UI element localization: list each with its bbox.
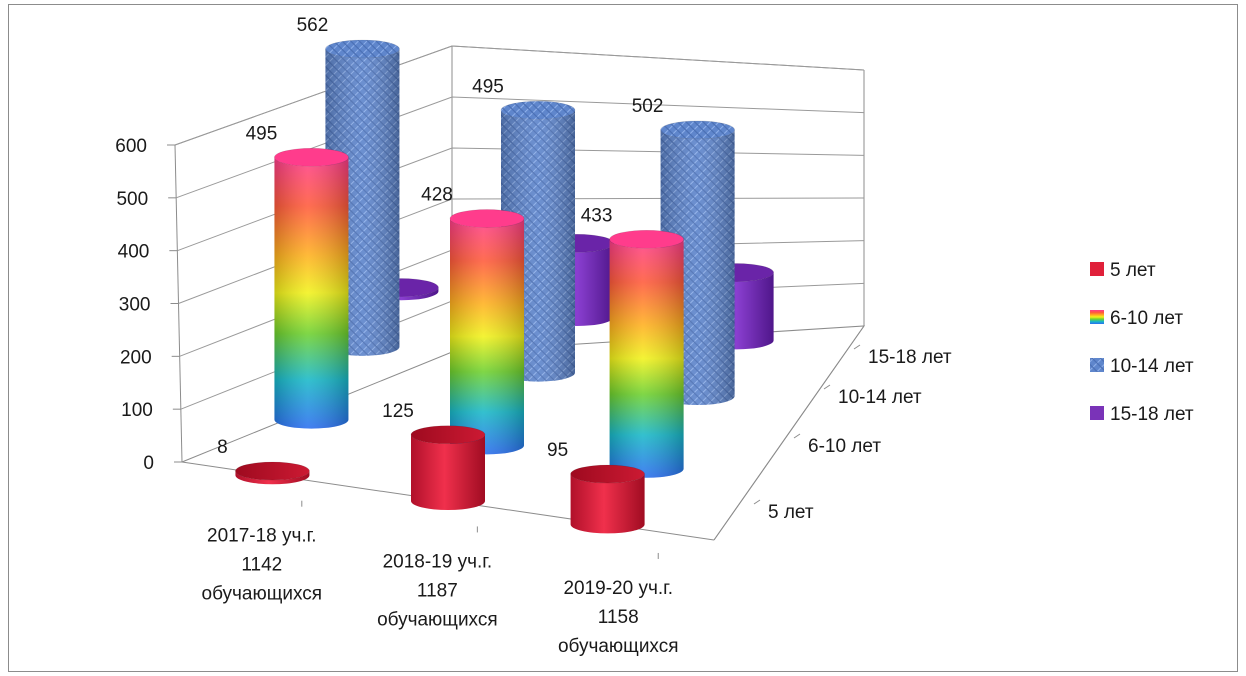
- y-tick-label: 400: [118, 242, 150, 263]
- cylinder-side: [411, 434, 485, 510]
- cylinder-shade: [450, 218, 524, 455]
- cylinder-side: [570, 474, 645, 534]
- legend: 5 лет 6-10 лет 10-14 лет 15-18 лет: [1090, 260, 1194, 425]
- depth-category-label: 5 лет: [768, 502, 814, 523]
- cylinder-shade: [609, 239, 684, 478]
- cylinder-bars: 7139128562495502495428433812595: [217, 15, 774, 534]
- legend-label: 10-14 лет: [1110, 356, 1194, 377]
- depth-category-label: 15-18 лет: [868, 347, 952, 368]
- x-category-label: 1142: [241, 555, 282, 576]
- x-category-label: 2018-19 уч.г.: [383, 551, 493, 572]
- x-axis-categories: 2017-18 уч.г. 1142 обучающихся 2018-19 уч.г…: [202, 500, 679, 657]
- y-tick-label: 300: [119, 295, 151, 316]
- y-axis-ticks: 0 100 200 300 400 500 600: [115, 136, 182, 474]
- cylinder-side: [235, 471, 310, 485]
- depth-tick-mark: [753, 499, 761, 505]
- depth-tick-mark: [853, 344, 861, 350]
- gridline: [174, 45, 865, 146]
- depth-tick-mark: [823, 384, 831, 390]
- legend-swatch: [1090, 310, 1104, 324]
- x-category-label: обучающихся: [202, 584, 323, 605]
- legend-label: 5 лет: [1110, 260, 1156, 281]
- legend-swatch: [1090, 262, 1104, 276]
- legend-swatch: [1090, 358, 1104, 372]
- y-tick-label: 100: [121, 400, 153, 421]
- cylinder-top: [274, 147, 349, 167]
- x-category-label: обучающихся: [377, 609, 498, 630]
- data-label: 428: [421, 185, 453, 206]
- y-tick-label: 500: [116, 189, 148, 210]
- data-label: 495: [246, 123, 278, 144]
- gridline: [175, 96, 865, 199]
- cylinder-top: [235, 461, 310, 481]
- legend-label: 15-18 лет: [1110, 404, 1194, 425]
- depth-axis-categories: 5 лет 6-10 лет 10-14 лет 15-18 лет: [753, 344, 952, 523]
- y-tick-label: 600: [115, 136, 147, 157]
- cylinder-top: [660, 120, 735, 140]
- data-label: 125: [382, 401, 414, 422]
- cylinder-top: [449, 209, 525, 228]
- depth-category-label: 10-14 лет: [838, 387, 922, 408]
- x-category-label: обучающихся: [558, 636, 679, 657]
- cylinder-top: [410, 425, 486, 445]
- bar-1-1: [449, 209, 525, 455]
- x-category-label: 1158: [598, 607, 639, 628]
- depth-category-label: 6-10 лет: [808, 436, 881, 457]
- cylinder-shade: [274, 157, 349, 429]
- data-label: 502: [632, 96, 664, 117]
- cylinder-top: [570, 464, 645, 484]
- cylinder-top: [609, 229, 684, 249]
- data-label: 95: [547, 440, 568, 461]
- y-tick-label: 0: [143, 453, 154, 474]
- x-category-label: 2017-18 уч.г.: [207, 526, 317, 547]
- bar-0-0: [235, 461, 310, 485]
- depth-axis-line: [713, 325, 865, 541]
- depth-tick-mark: [793, 433, 801, 439]
- bar-0-1: [410, 425, 486, 510]
- data-label: 8: [217, 437, 228, 458]
- bar-0-2: [570, 464, 645, 534]
- x-category-label: 1187: [417, 580, 458, 601]
- cylinder-top: [325, 39, 400, 59]
- legend-swatch: [1090, 406, 1104, 420]
- x-category-label: 2019-20 уч.г.: [563, 578, 673, 599]
- data-label: 562: [297, 15, 329, 36]
- data-label: 495: [472, 76, 504, 97]
- cylinder-top: [500, 100, 576, 120]
- y-tick-label: 200: [120, 347, 152, 368]
- data-label: 433: [581, 205, 613, 226]
- bar-1-2: [609, 229, 684, 478]
- bar-1-0: [274, 147, 349, 429]
- legend-label: 6-10 лет: [1110, 308, 1183, 329]
